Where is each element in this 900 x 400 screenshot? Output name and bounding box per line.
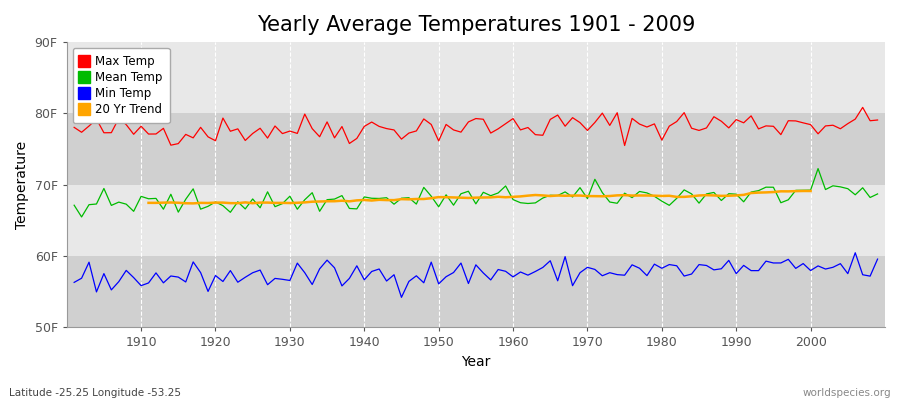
X-axis label: Year: Year xyxy=(461,355,491,369)
Legend: Max Temp, Mean Temp, Min Temp, 20 Yr Trend: Max Temp, Mean Temp, Min Temp, 20 Yr Tre… xyxy=(73,48,169,123)
Y-axis label: Temperature: Temperature xyxy=(15,141,29,229)
Bar xyxy=(67,256,885,328)
Text: Latitude -25.25 Longitude -53.25: Latitude -25.25 Longitude -53.25 xyxy=(9,388,181,398)
Text: worldspecies.org: worldspecies.org xyxy=(803,388,891,398)
Title: Yearly Average Temperatures 1901 - 2009: Yearly Average Temperatures 1901 - 2009 xyxy=(256,15,695,35)
Bar xyxy=(67,42,885,114)
Bar xyxy=(67,114,885,185)
Bar xyxy=(67,185,885,256)
